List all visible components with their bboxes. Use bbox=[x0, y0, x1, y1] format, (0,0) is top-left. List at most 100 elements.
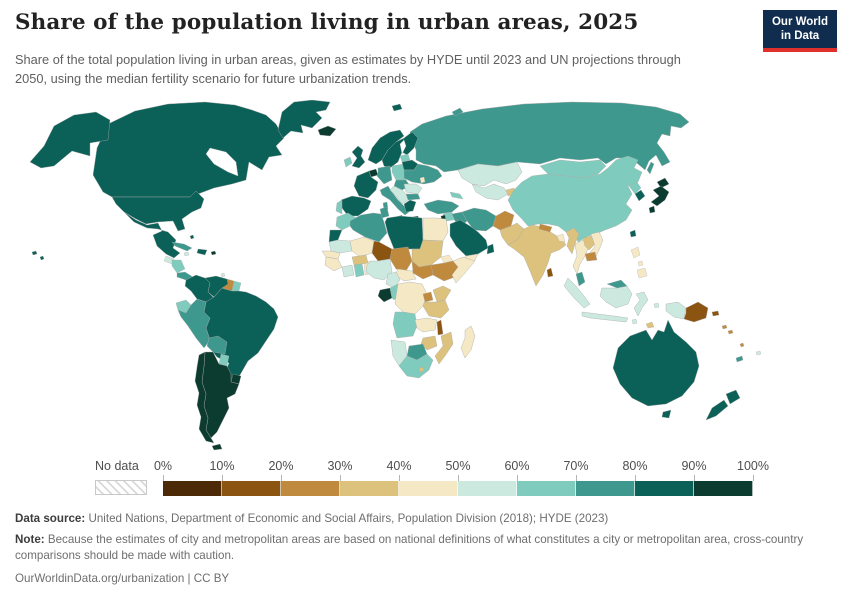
country-oman[interactable] bbox=[486, 243, 495, 255]
country-somalia[interactable] bbox=[451, 256, 476, 284]
country-indonesia-moluccas[interactable] bbox=[653, 302, 660, 309]
country-australia-tasmania[interactable] bbox=[661, 409, 672, 419]
country-canada[interactable] bbox=[92, 101, 285, 198]
country-russia[interactable] bbox=[409, 101, 690, 173]
country-tunisia[interactable] bbox=[379, 206, 390, 219]
country-malawi[interactable] bbox=[436, 319, 444, 336]
country-burkina-faso[interactable] bbox=[351, 254, 369, 266]
country-mongolia[interactable] bbox=[539, 159, 607, 179]
country-mali[interactable] bbox=[349, 236, 375, 258]
country-usa[interactable] bbox=[111, 190, 205, 232]
legend-segment-40%-50%[interactable] bbox=[399, 481, 458, 496]
country-libya[interactable] bbox=[384, 215, 424, 250]
legend-segment-50%-60%[interactable] bbox=[458, 481, 517, 496]
legend-segment-70%-80%[interactable] bbox=[576, 481, 635, 496]
country-solomon-islands[interactable] bbox=[721, 324, 728, 330]
country-mexico[interactable] bbox=[123, 211, 181, 259]
country-indonesia-kalimantan[interactable] bbox=[599, 285, 633, 309]
country-bulgaria[interactable] bbox=[405, 193, 421, 201]
country-vietnam[interactable] bbox=[588, 231, 604, 259]
country-png-new-britain[interactable] bbox=[711, 310, 720, 317]
country-kenya[interactable] bbox=[432, 285, 452, 303]
country-malaysia-borneo[interactable] bbox=[606, 279, 628, 289]
country-timor-leste[interactable] bbox=[645, 321, 655, 329]
country-honduras-nicaragua[interactable] bbox=[171, 259, 186, 274]
country-papua-new-guinea[interactable] bbox=[683, 301, 709, 323]
legend-segment-20%-30%[interactable] bbox=[281, 481, 340, 496]
country-laos[interactable] bbox=[582, 235, 596, 251]
country-philippines-mindanao[interactable] bbox=[636, 267, 648, 279]
country-zimbabwe[interactable] bbox=[420, 335, 438, 351]
country-madagascar[interactable] bbox=[460, 325, 476, 359]
country-hispaniola[interactable] bbox=[196, 248, 208, 256]
country-philippines-luzon[interactable] bbox=[630, 246, 641, 259]
legend-segment-90%-100%[interactable] bbox=[694, 481, 753, 496]
country-turkey[interactable] bbox=[423, 199, 460, 215]
country-cote-divoire[interactable] bbox=[341, 264, 355, 278]
legend-segment-10%-20%[interactable] bbox=[222, 481, 281, 496]
country-usa-hawaii-2[interactable] bbox=[39, 255, 45, 261]
country-angola[interactable] bbox=[392, 311, 418, 339]
country-ukraine[interactable] bbox=[403, 163, 443, 185]
country-iceland[interactable] bbox=[317, 125, 337, 137]
country-bolivia[interactable] bbox=[206, 335, 228, 355]
country-mozambique[interactable] bbox=[434, 331, 454, 365]
country-uganda[interactable] bbox=[422, 291, 434, 303]
country-romania[interactable] bbox=[403, 183, 423, 195]
country-new-zealand-north[interactable] bbox=[725, 389, 741, 405]
country-greece[interactable] bbox=[403, 199, 417, 213]
country-niger[interactable] bbox=[371, 240, 393, 262]
country-norway[interactable] bbox=[367, 129, 405, 165]
country-spain[interactable] bbox=[340, 195, 372, 217]
data-source-text[interactable]: United Nations, Department of Economic a… bbox=[85, 512, 609, 525]
country-vanuatu[interactable] bbox=[739, 342, 745, 348]
country-new-caledonia[interactable] bbox=[735, 355, 744, 363]
country-japan-kyushu[interactable] bbox=[648, 205, 656, 214]
country-baltics[interactable] bbox=[399, 153, 411, 163]
country-south-korea[interactable] bbox=[634, 189, 646, 202]
country-indonesia-java[interactable] bbox=[581, 311, 629, 323]
country-taiwan[interactable] bbox=[629, 229, 637, 238]
owid-logo[interactable]: Our World in Data bbox=[763, 10, 837, 52]
country-france[interactable] bbox=[353, 170, 379, 199]
country-moldova[interactable] bbox=[419, 176, 426, 184]
country-trinidad[interactable] bbox=[220, 272, 226, 278]
country-germany[interactable] bbox=[376, 165, 393, 185]
country-tierra-del-fuego[interactable] bbox=[211, 443, 223, 451]
country-algeria[interactable] bbox=[349, 212, 388, 243]
country-cameroon[interactable] bbox=[385, 271, 401, 289]
country-peru[interactable] bbox=[177, 298, 211, 349]
country-india[interactable] bbox=[507, 224, 567, 287]
country-sri-lanka[interactable] bbox=[546, 267, 554, 278]
country-gabon[interactable] bbox=[377, 287, 393, 303]
country-indonesia-west-papua[interactable] bbox=[665, 301, 687, 320]
country-malaysia-peninsula[interactable] bbox=[575, 271, 586, 287]
country-balkans[interactable] bbox=[389, 185, 409, 205]
country-jamaica[interactable] bbox=[183, 251, 190, 257]
country-usa-hawaii[interactable] bbox=[31, 250, 38, 256]
country-usa-alaska[interactable] bbox=[29, 111, 111, 169]
country-greenland[interactable] bbox=[277, 100, 331, 139]
country-svalbard[interactable] bbox=[391, 103, 403, 112]
attribution-line[interactable]: OurWorldinData.org/urbanization | CC BY bbox=[15, 571, 230, 585]
country-solomon-islands-2[interactable] bbox=[727, 329, 734, 335]
legend-segment-60%-70%[interactable] bbox=[517, 481, 576, 496]
country-lesotho[interactable] bbox=[418, 366, 425, 373]
country-philippines-visayas[interactable] bbox=[637, 260, 644, 267]
country-bangladesh[interactable] bbox=[556, 233, 566, 243]
country-guinea[interactable] bbox=[324, 256, 343, 272]
country-bahamas[interactable] bbox=[189, 234, 195, 240]
country-puerto-rico[interactable] bbox=[210, 250, 217, 256]
country-nepal[interactable] bbox=[538, 223, 553, 233]
country-caucasus[interactable] bbox=[449, 191, 464, 200]
country-indonesia-sumatra[interactable] bbox=[563, 277, 591, 309]
country-united-kingdom[interactable] bbox=[351, 145, 366, 169]
legend-segment-80%-90%[interactable] bbox=[635, 481, 694, 496]
legend-segment-30%-40%[interactable] bbox=[340, 481, 399, 496]
legend-no-data-swatch[interactable] bbox=[95, 480, 147, 495]
country-portugal[interactable] bbox=[335, 199, 343, 215]
country-nigeria[interactable] bbox=[365, 258, 393, 281]
country-kazakhstan[interactable] bbox=[457, 161, 523, 187]
country-cambodia[interactable] bbox=[584, 251, 598, 262]
country-indonesia-sulawesi[interactable] bbox=[633, 291, 649, 317]
